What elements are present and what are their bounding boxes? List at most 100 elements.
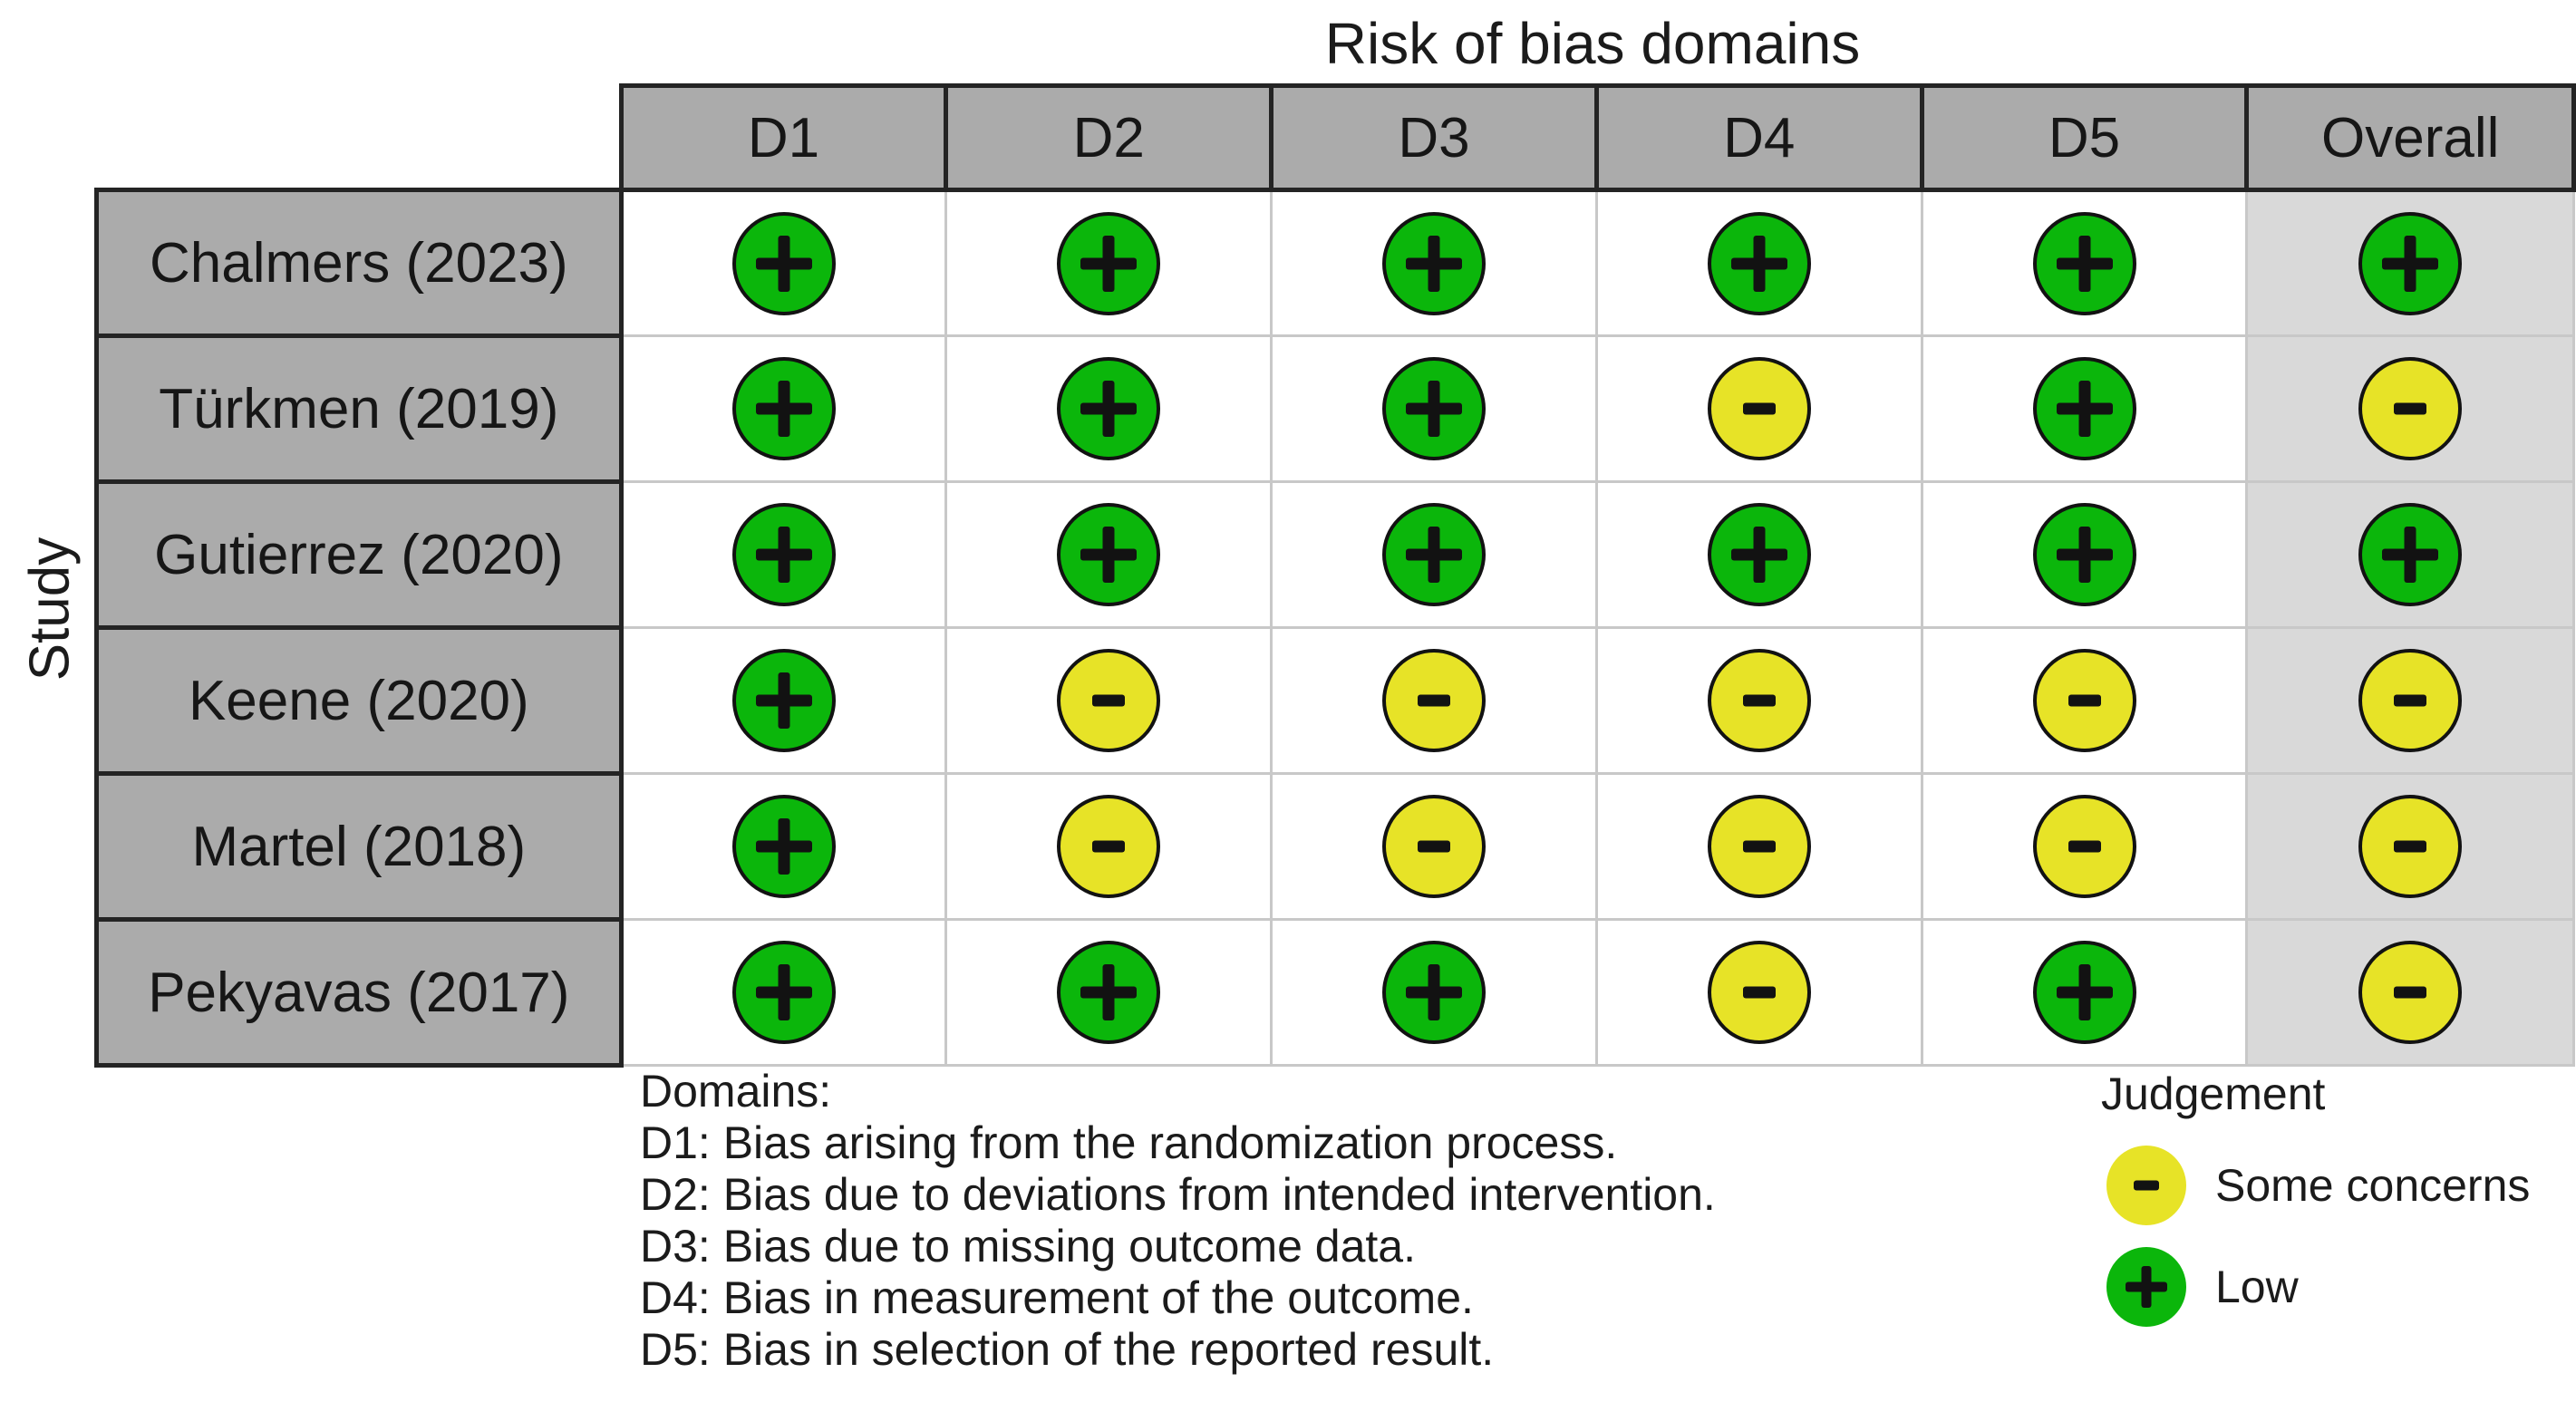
judgement-low-icon bbox=[1382, 503, 1487, 606]
domains-footnote: Domains: D1: Bias arising from the rando… bbox=[640, 1066, 1716, 1376]
judgement-some-concerns-icon bbox=[2032, 649, 2136, 752]
domain-definition: D3: Bias due to missing outcome data. bbox=[640, 1221, 1417, 1271]
domain-judgement-cell bbox=[619, 626, 948, 775]
judgement-low-icon bbox=[732, 941, 837, 1044]
judgement-some-concerns-icon bbox=[2358, 941, 2463, 1044]
judgement-some-concerns-icon bbox=[2032, 795, 2136, 898]
judgement-low-icon bbox=[1707, 211, 1811, 315]
domain-definition: D5: Bias in selection of the reported re… bbox=[640, 1324, 1495, 1375]
judgement-some-concerns-icon bbox=[1707, 357, 1811, 460]
judgement-low-icon bbox=[2358, 503, 2463, 606]
judgement-low-icon bbox=[1707, 503, 1811, 606]
judgement-low-icon bbox=[732, 211, 837, 315]
judgement-low-icon bbox=[1057, 211, 1161, 315]
domain-judgement-cell bbox=[619, 189, 948, 337]
judgement-some-concerns-icon bbox=[1707, 795, 1811, 898]
domain-judgement-cell bbox=[944, 918, 1273, 1067]
legend-item: Low bbox=[2101, 1247, 2530, 1327]
judgement-low-icon bbox=[1382, 941, 1487, 1044]
domain-judgement-cell bbox=[1270, 772, 1598, 921]
domain-judgement-cell bbox=[1270, 918, 1598, 1067]
judgement-low-icon bbox=[1382, 211, 1487, 315]
domain-judgement-cell bbox=[944, 626, 1273, 775]
domain-judgement-cell bbox=[1270, 626, 1598, 775]
domain-definition: D1: Bias arising from the randomization … bbox=[640, 1117, 1618, 1168]
overall-judgement-cell bbox=[2245, 189, 2575, 337]
overall-judgement-cell bbox=[2245, 918, 2575, 1067]
domain-header-row: D1 D2 D3 D4 D5 Overall bbox=[96, 83, 2576, 192]
legend-item-label: Some concerns bbox=[2215, 1160, 2531, 1211]
domain-judgement-cell bbox=[1594, 480, 1923, 629]
corner-spacer bbox=[96, 85, 622, 190]
judgement-low-icon bbox=[1382, 357, 1487, 460]
figure-title: Risk of bias domains bbox=[1324, 11, 1861, 76]
domain-judgement-cell bbox=[1270, 334, 1598, 483]
domain-judgement-cell bbox=[944, 189, 1273, 337]
overall-judgement-cell bbox=[2245, 626, 2575, 775]
study-label: Martel (2018) bbox=[94, 771, 624, 922]
study-label: Gutierrez (2020) bbox=[94, 479, 624, 630]
study-label: Chalmers (2023) bbox=[94, 188, 624, 338]
domain-judgement-cell bbox=[619, 918, 948, 1067]
domain-judgement-cell bbox=[944, 334, 1273, 483]
judgement-low-icon bbox=[2032, 941, 2136, 1044]
legend-item-label: Low bbox=[2215, 1262, 2299, 1312]
judgement-some-concerns-icon bbox=[2106, 1146, 2186, 1225]
overall-judgement-cell bbox=[2245, 772, 2575, 921]
study-axis-label: Study bbox=[18, 537, 82, 682]
domain-judgement-cell bbox=[1920, 772, 2249, 921]
domain-judgement-cell bbox=[1920, 334, 2249, 483]
domain-judgement-cell bbox=[1920, 918, 2249, 1067]
domain-judgement-cell bbox=[1594, 189, 1923, 337]
table-row: Pekyavas (2017) bbox=[94, 917, 2575, 1068]
domain-definition: D4: Bias in measurement of the outcome. bbox=[640, 1272, 1474, 1323]
domain-judgement-cell bbox=[944, 772, 1273, 921]
domain-judgement-cell bbox=[619, 772, 948, 921]
table-row: Martel (2018) bbox=[94, 771, 2575, 922]
judgement-legend-title: Judgement bbox=[2101, 1068, 2326, 1119]
judgement-some-concerns-icon bbox=[2358, 795, 2463, 898]
judgement-some-concerns-icon bbox=[1382, 795, 1487, 898]
table-row: Gutierrez (2020) bbox=[94, 479, 2575, 630]
domain-judgement-cell bbox=[1594, 626, 1923, 775]
study-label: Pekyavas (2017) bbox=[94, 917, 624, 1068]
domain-judgement-cell bbox=[1270, 189, 1598, 337]
domain-judgement-cell bbox=[1920, 626, 2249, 775]
column-header-d2: D2 bbox=[944, 83, 1274, 192]
domain-judgement-cell bbox=[1594, 918, 1923, 1067]
judgement-some-concerns-icon bbox=[2358, 357, 2463, 460]
judgement-low-icon bbox=[1057, 503, 1161, 606]
study-label: Türkmen (2019) bbox=[94, 334, 624, 484]
judgement-low-icon bbox=[2032, 357, 2136, 460]
judgement-low-icon bbox=[732, 357, 837, 460]
judgement-low-icon bbox=[2032, 211, 2136, 315]
judgement-some-concerns-icon bbox=[1707, 941, 1811, 1044]
rob-table: D1 D2 D3 D4 D5 Overall Chalmers (2023) Türkmen… bbox=[94, 83, 2576, 1068]
judgement-low-icon bbox=[732, 649, 837, 752]
domains-footnote-title: Domains: bbox=[640, 1066, 832, 1117]
judgement-low-icon bbox=[1057, 941, 1161, 1044]
judgement-low-icon bbox=[2106, 1247, 2186, 1327]
domain-judgement-cell bbox=[1594, 334, 1923, 483]
overall-judgement-cell bbox=[2245, 334, 2575, 483]
domain-judgement-cell bbox=[944, 480, 1273, 629]
domain-judgement-cell bbox=[1920, 189, 2249, 337]
domain-judgement-cell bbox=[1270, 480, 1598, 629]
column-header-d5: D5 bbox=[1919, 83, 2250, 192]
judgement-low-icon bbox=[1057, 357, 1161, 460]
legend-item: Some concerns bbox=[2101, 1146, 2530, 1225]
column-header-overall: Overall bbox=[2244, 83, 2576, 192]
judgement-low-icon bbox=[732, 795, 837, 898]
overall-judgement-cell bbox=[2245, 480, 2575, 629]
judgement-some-concerns-icon bbox=[1057, 795, 1161, 898]
judgement-some-concerns-icon bbox=[2358, 649, 2463, 752]
table-row: Chalmers (2023) bbox=[94, 188, 2575, 338]
domain-definition: D2: Bias due to deviations from intended… bbox=[640, 1169, 1716, 1220]
judgement-low-icon bbox=[2358, 211, 2463, 315]
column-header-d3: D3 bbox=[1269, 83, 1599, 192]
judgement-some-concerns-icon bbox=[1057, 649, 1161, 752]
study-label: Keene (2020) bbox=[94, 625, 624, 776]
domain-judgement-cell bbox=[619, 480, 948, 629]
domain-judgement-cell bbox=[1920, 480, 2249, 629]
